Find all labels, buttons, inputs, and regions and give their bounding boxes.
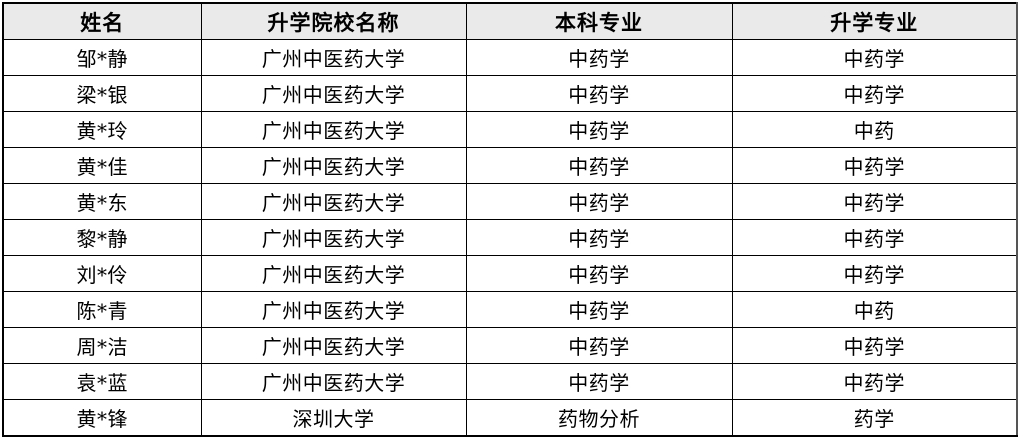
cell-school: 广州中医药大学 [200,75,467,112]
table-row: 周*洁 广州中医药大学 中药学 中药学 [2,327,1018,364]
table-row: 陈*青 广州中医药大学 中药学 中药 [2,291,1018,328]
cell-school: 广州中医药大学 [200,255,467,292]
column-header-undergrad: 本科专业 [465,2,733,40]
cell-grad: 中药学 [731,327,1018,364]
column-header-school: 升学院校名称 [200,2,467,40]
cell-grad: 药学 [731,399,1018,437]
cell-grad: 中药学 [731,183,1018,220]
cell-school: 广州中医药大学 [200,111,467,148]
cell-school: 广州中医药大学 [200,363,467,400]
cell-undergrad: 中药学 [465,219,733,256]
table-row: 黄*佳 广州中医药大学 中药学 中药学 [2,147,1018,184]
cell-school: 广州中医药大学 [200,183,467,220]
table-body: 邹*静 广州中医药大学 中药学 中药学 梁*银 广州中医药大学 中药学 中药学 黄*玲 广州中医药… [2,39,1018,437]
column-header-name: 姓名 [2,2,202,40]
cell-undergrad: 中药学 [465,111,733,148]
cell-name: 黄*东 [2,183,202,220]
cell-name: 刘*伶 [2,255,202,292]
table-row: 黄*东 广州中医药大学 中药学 中药学 [2,183,1018,220]
table-row: 袁*蓝 广州中医药大学 中药学 中药学 [2,363,1018,400]
table-row: 黎*静 广州中医药大学 中药学 中药学 [2,219,1018,256]
cell-school: 广州中医药大学 [200,147,467,184]
table-header: 姓名 升学院校名称 本科专业 升学专业 [2,2,1018,40]
cell-name: 陈*青 [2,291,202,328]
cell-undergrad: 药物分析 [465,399,733,437]
cell-grad: 中药学 [731,75,1018,112]
cell-undergrad: 中药学 [465,39,733,76]
cell-grad: 中药学 [731,363,1018,400]
cell-school: 广州中医药大学 [200,291,467,328]
cell-school: 广州中医药大学 [200,39,467,76]
cell-undergrad: 中药学 [465,255,733,292]
cell-name: 梁*银 [2,75,202,112]
cell-name: 邹*静 [2,39,202,76]
cell-undergrad: 中药学 [465,147,733,184]
table-header-row: 姓名 升学院校名称 本科专业 升学专业 [2,2,1018,40]
cell-undergrad: 中药学 [465,291,733,328]
cell-name: 黎*静 [2,219,202,256]
cell-grad: 中药学 [731,255,1018,292]
cell-grad: 中药学 [731,219,1018,256]
cell-undergrad: 中药学 [465,327,733,364]
cell-name: 黄*佳 [2,147,202,184]
cell-name: 袁*蓝 [2,363,202,400]
table-row: 黄*玲 广州中医药大学 中药学 中药 [2,111,1018,148]
cell-school: 广州中医药大学 [200,327,467,364]
column-header-grad: 升学专业 [731,2,1018,40]
cell-school: 广州中医药大学 [200,219,467,256]
cell-undergrad: 中药学 [465,183,733,220]
cell-name: 周*洁 [2,327,202,364]
cell-grad: 中药 [731,291,1018,328]
cell-grad: 中药 [731,111,1018,148]
cell-school: 深圳大学 [200,399,467,437]
table-row: 邹*静 广州中医药大学 中药学 中药学 [2,39,1018,76]
table-row: 刘*伶 广州中医药大学 中药学 中药学 [2,255,1018,292]
table-row: 黄*锋 深圳大学 药物分析 药学 [2,399,1018,437]
cell-grad: 中药学 [731,39,1018,76]
cell-undergrad: 中药学 [465,75,733,112]
cell-grad: 中药学 [731,147,1018,184]
cell-name: 黄*锋 [2,399,202,437]
cell-undergrad: 中药学 [465,363,733,400]
table-row: 梁*银 广州中医药大学 中药学 中药学 [2,75,1018,112]
cell-name: 黄*玲 [2,111,202,148]
